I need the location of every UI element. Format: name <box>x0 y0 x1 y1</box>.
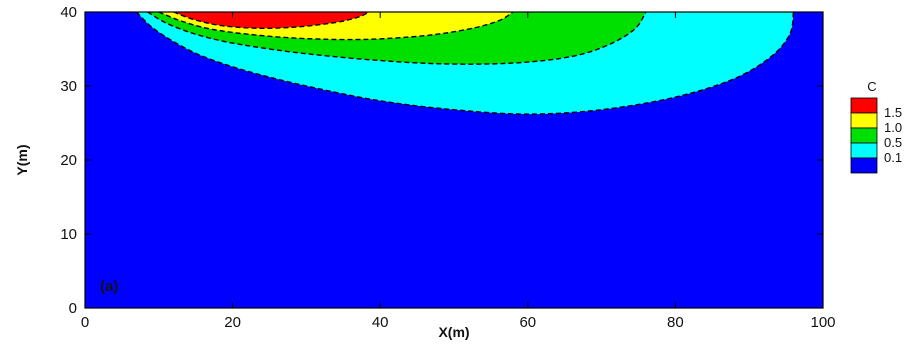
legend-label: 1.0 <box>884 120 902 135</box>
legend-swatch <box>850 157 878 174</box>
y-tick-label: 0 <box>69 300 77 317</box>
legend-title: C <box>867 79 876 94</box>
legend-label: 0.1 <box>884 150 902 165</box>
panel-label: (a) <box>100 278 118 295</box>
x-tick-label: 40 <box>372 314 389 331</box>
contour-line-0-5 <box>147 12 647 65</box>
contour-line-1-5 <box>173 12 370 30</box>
contour-line-0-1 <box>136 12 795 115</box>
legend-swatch <box>850 142 878 159</box>
contour-regions <box>136 12 795 115</box>
legend-swatch <box>850 112 878 129</box>
y-tick-label: 20 <box>60 152 77 169</box>
contour-line-1 <box>158 12 514 41</box>
y-tick-label: 10 <box>60 226 77 243</box>
legend: C 1.51.00.50.1 <box>850 79 902 174</box>
legend-label: 0.5 <box>884 135 902 150</box>
x-tick-label: 0 <box>81 314 89 331</box>
y-tick-label: 30 <box>60 78 77 95</box>
x-tick-label: 20 <box>224 314 241 331</box>
x-tick-label: 60 <box>519 314 536 331</box>
x-axis-label: X(m) <box>438 324 469 340</box>
y-tick-label: 40 <box>60 4 77 21</box>
x-tick-label: 100 <box>810 314 835 331</box>
x-tick-label: 80 <box>667 314 684 331</box>
y-axis: 0 10 20 30 40 <box>60 4 823 317</box>
y-axis-label: Y(m) <box>14 144 30 175</box>
legend-swatch <box>850 97 878 114</box>
x-axis: 0 20 40 60 80 100 <box>81 12 836 331</box>
legend-swatch <box>850 127 878 144</box>
legend-label: 1.5 <box>884 105 902 120</box>
